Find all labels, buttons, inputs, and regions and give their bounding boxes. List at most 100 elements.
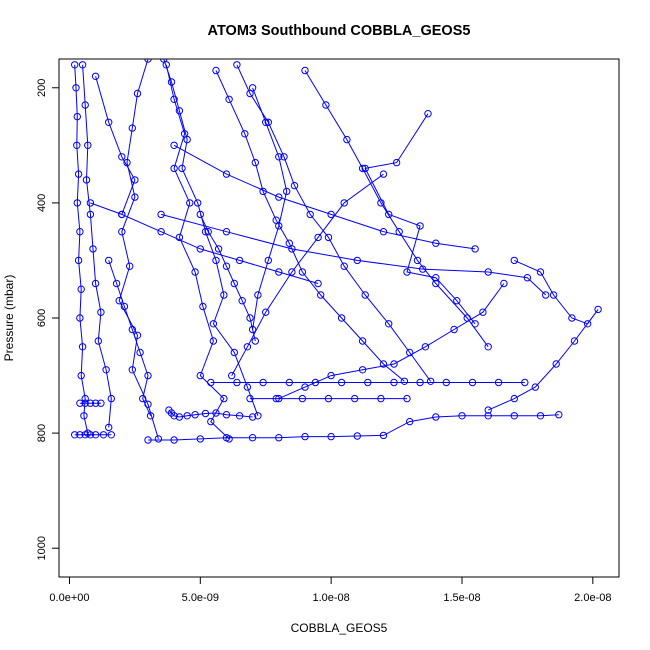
data-point <box>86 210 95 219</box>
data-point <box>403 394 411 403</box>
series-line <box>148 414 559 441</box>
data-point <box>413 256 422 265</box>
data-point <box>94 337 103 345</box>
data-point <box>191 268 199 276</box>
data-point <box>521 378 529 387</box>
data-point <box>424 110 432 118</box>
data-point <box>262 308 270 316</box>
data-point <box>262 118 270 127</box>
data-point <box>510 412 518 420</box>
data-point <box>322 101 330 109</box>
data-point <box>91 399 100 407</box>
data-point <box>73 199 82 207</box>
series-8 <box>361 110 479 328</box>
data-point <box>494 378 503 387</box>
data-point <box>552 360 560 368</box>
series-24 <box>86 199 322 288</box>
data-point <box>76 431 84 439</box>
data-point <box>301 66 309 75</box>
data-point <box>251 158 260 167</box>
data-point <box>510 394 518 403</box>
data-point <box>136 348 144 357</box>
x-tick-label: 5.0e-09 <box>182 592 219 604</box>
data-point <box>199 302 207 311</box>
data-point <box>186 199 194 207</box>
data-point <box>484 343 492 351</box>
series-18 <box>105 256 155 420</box>
data-point <box>178 164 186 173</box>
data-point <box>416 378 424 387</box>
data-point <box>298 268 307 276</box>
series-17 <box>91 72 139 219</box>
data-point <box>358 337 367 345</box>
series-line <box>487 259 599 411</box>
x-tick-label: 1.5e-08 <box>443 592 480 604</box>
data-point <box>212 256 220 265</box>
data-point <box>390 378 398 387</box>
series-line <box>108 260 152 417</box>
data-point <box>542 291 550 299</box>
series-line <box>118 59 159 440</box>
data-point <box>212 66 220 75</box>
data-point <box>275 193 283 201</box>
x-tick-label: 0.0e+00 <box>49 592 89 604</box>
data-point <box>246 394 254 403</box>
data-point <box>343 135 351 144</box>
x-tick-label: 2.0e-08 <box>574 592 611 604</box>
y-tick-label: 800 <box>36 424 48 442</box>
data-point <box>157 210 165 219</box>
data-point <box>128 366 137 374</box>
data-point <box>76 228 84 236</box>
series-20 <box>170 141 479 253</box>
data-point <box>306 210 314 219</box>
data-point <box>324 394 333 403</box>
data-point <box>254 412 262 420</box>
data-point <box>105 423 113 432</box>
data-point <box>275 268 283 276</box>
x-axis-label: COBBLA_GEOS5 <box>291 621 388 635</box>
series-14 <box>165 406 257 421</box>
data-point <box>209 337 218 345</box>
data-point <box>157 228 165 236</box>
data-point <box>112 279 121 288</box>
data-point <box>568 314 576 322</box>
data-point <box>76 314 84 322</box>
data-point <box>74 256 83 265</box>
data-point <box>191 411 199 419</box>
data-point <box>220 291 228 299</box>
data-point <box>233 378 241 387</box>
data-point <box>170 436 178 444</box>
data-point <box>484 412 492 420</box>
data-point <box>353 256 361 265</box>
data-point <box>170 164 178 173</box>
data-point <box>89 245 97 253</box>
data-point <box>353 432 361 440</box>
data-point <box>78 343 87 351</box>
data-point <box>311 378 320 387</box>
data-point <box>131 176 139 184</box>
data-point <box>81 431 89 439</box>
data-point <box>209 320 218 328</box>
chart-title: ATOM3 Southbound COBBLA_GEOS5 <box>208 23 471 39</box>
data-point <box>275 153 283 161</box>
data-point <box>361 164 369 173</box>
data-point <box>471 320 479 328</box>
series-line <box>278 283 505 400</box>
data-point <box>207 417 215 426</box>
data-point <box>248 84 257 92</box>
data-point <box>162 61 171 69</box>
data-point <box>243 343 252 351</box>
data-point <box>442 378 450 387</box>
data-point <box>275 222 283 230</box>
data-point <box>421 343 430 351</box>
data-point <box>77 371 85 380</box>
series-line <box>95 76 136 215</box>
data-point <box>259 378 267 387</box>
data-point <box>102 366 110 374</box>
data-point <box>280 153 288 161</box>
data-point <box>264 256 272 265</box>
data-point <box>97 399 105 407</box>
data-point <box>536 268 545 276</box>
data-point <box>340 199 348 207</box>
data-point <box>170 95 178 104</box>
